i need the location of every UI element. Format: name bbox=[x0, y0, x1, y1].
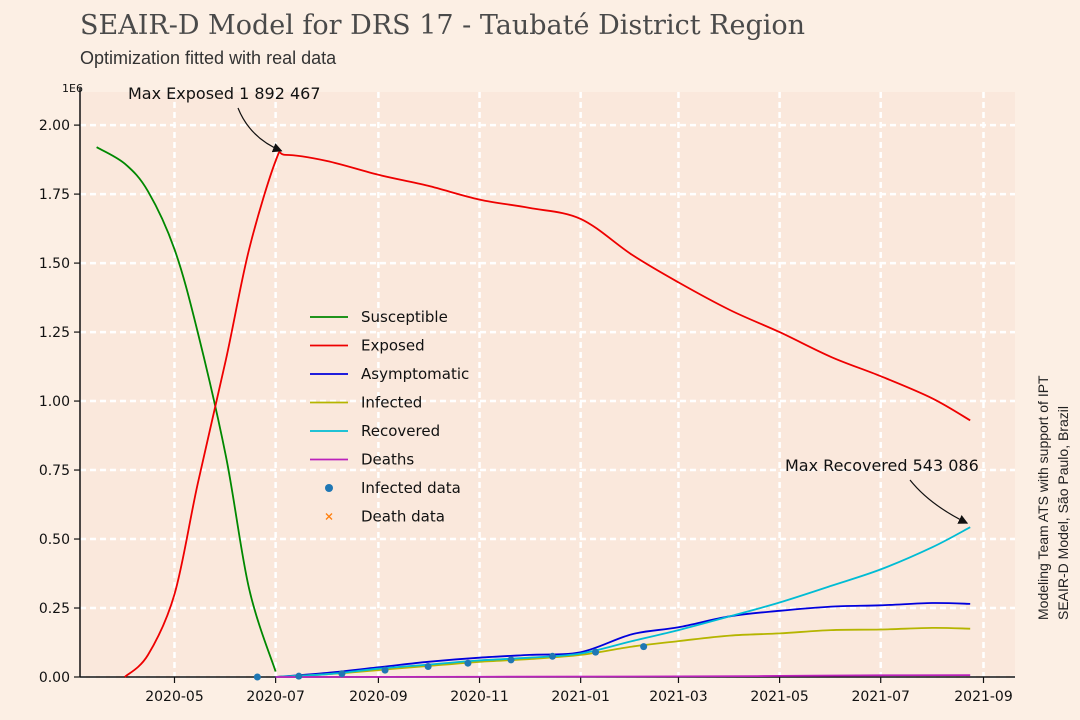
legend-swatch-infected-data bbox=[325, 484, 333, 492]
legend-label-recovered: Recovered bbox=[361, 422, 440, 440]
plot-area bbox=[80, 92, 1015, 677]
infected-data-point-8 bbox=[592, 648, 600, 656]
series-line-deaths bbox=[275, 674, 971, 678]
annotation-arrow-exposed bbox=[237, 107, 283, 153]
legend-label-infected-data: Infected data bbox=[361, 479, 461, 497]
x-tick-label-2: 2020-09 bbox=[349, 689, 408, 705]
annotations: Max Exposed 1 892 467 Max Recovered 543 0… bbox=[128, 84, 979, 524]
legend-label-death-data: Death data bbox=[361, 508, 445, 526]
legend-label-deaths: Deaths bbox=[361, 451, 414, 469]
y-tick-label-3: 0.75 bbox=[39, 463, 70, 479]
series-line-recovered bbox=[275, 526, 971, 678]
annotation-arrow-recovered bbox=[909, 479, 969, 524]
legend-label-infected: Infected bbox=[361, 394, 422, 412]
chart-title: SEAIR-D Model for DRS 17 - Taubaté Distr… bbox=[80, 10, 805, 41]
x-tick-label-5: 2021-03 bbox=[649, 689, 708, 705]
infected-data-point-9 bbox=[640, 643, 648, 651]
series-layer bbox=[96, 146, 971, 681]
x-tick-label-6: 2021-05 bbox=[750, 689, 809, 705]
x-tick-label-7: 2021-07 bbox=[851, 689, 910, 705]
y-tick-label-0: 0.00 bbox=[39, 670, 70, 686]
y-tick-label-4: 1.00 bbox=[39, 394, 70, 410]
infected-data-point-7 bbox=[548, 652, 556, 660]
y-tick-label-7: 1.75 bbox=[39, 187, 70, 203]
chart-subtitle: Optimization fitted with real data bbox=[80, 48, 337, 68]
x-tick-label-0: 2020-05 bbox=[145, 689, 204, 705]
x-tick-label-1: 2020-07 bbox=[246, 689, 305, 705]
legend-swatch-death-data bbox=[325, 513, 333, 520]
infected-data-point-4 bbox=[424, 663, 432, 671]
y-tick-label-6: 1.50 bbox=[39, 256, 70, 272]
y-tick-label-5: 1.25 bbox=[39, 325, 70, 341]
x-tick-label-3: 2020-11 bbox=[450, 689, 509, 705]
axes: 0.00 0.25 0.50 0.75 1.00 1.25 1.50 1.75 2.00 2020… bbox=[39, 88, 1015, 705]
infected-data-point-0 bbox=[253, 673, 261, 681]
x-tick-label-4: 2021-01 bbox=[551, 689, 610, 705]
legend: Susceptible Exposed Asymptomatic Infected Re… bbox=[310, 308, 469, 526]
infected-data-point-6 bbox=[507, 656, 515, 664]
x-tick-label-8: 2021-09 bbox=[954, 689, 1013, 705]
y-tick-label-8: 2.00 bbox=[39, 118, 70, 134]
y-multiplier: 1E6 bbox=[62, 82, 83, 95]
infected-data-point-2 bbox=[338, 670, 346, 678]
infected-data-point-1 bbox=[295, 672, 303, 680]
series-line-susceptible bbox=[96, 146, 277, 672]
side-text-2: SEAIR-D Model, São Paulo, Brazil bbox=[1055, 406, 1071, 620]
series-line-asymptomatic bbox=[275, 602, 971, 678]
legend-label-exposed: Exposed bbox=[361, 337, 425, 355]
y-tick-label-1: 0.25 bbox=[39, 601, 70, 617]
legend-label-susceptible: Susceptible bbox=[361, 308, 448, 326]
side-text-1: Modeling Team ATS with support of IPT bbox=[1035, 375, 1051, 620]
legend-label-asymptomatic: Asymptomatic bbox=[361, 365, 469, 383]
annotation-max-recovered: Max Recovered 543 086 bbox=[785, 456, 979, 475]
series-line-exposed bbox=[124, 151, 971, 678]
y-tick-label-2: 0.50 bbox=[39, 532, 70, 548]
annotation-max-exposed: Max Exposed 1 892 467 bbox=[128, 84, 321, 103]
infected-data-point-3 bbox=[381, 666, 389, 674]
series-line-infected bbox=[275, 626, 971, 678]
infected-data-point-5 bbox=[464, 659, 472, 667]
